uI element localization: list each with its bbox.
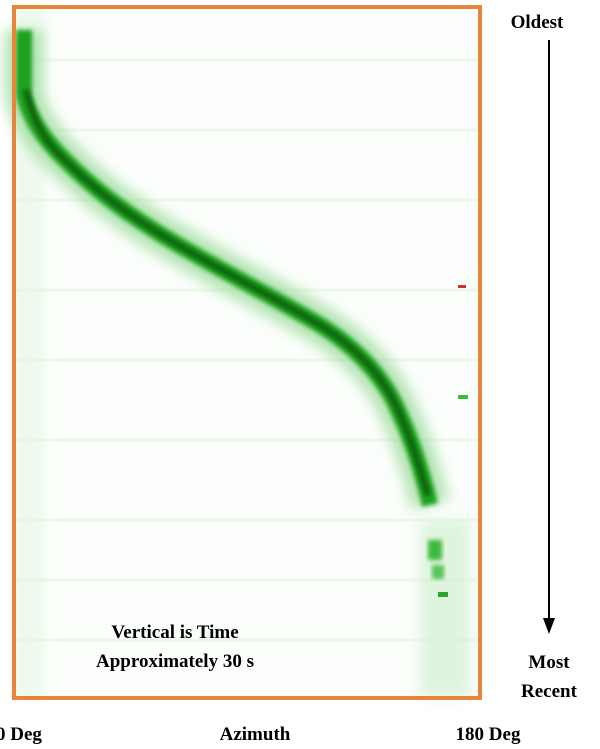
recent-label: Most xyxy=(528,652,570,673)
arrow-head xyxy=(543,618,555,634)
recent-label: Recent xyxy=(521,681,578,702)
azimuth-end: 180 Deg xyxy=(456,724,521,745)
oldest-label: Oldest xyxy=(511,12,564,33)
waterfall xyxy=(3,7,480,698)
azimuth-title: Azimuth xyxy=(220,724,291,745)
annotation: Vertical is Time xyxy=(111,622,238,643)
frame xyxy=(12,5,482,700)
annotation: Approximately 30 s xyxy=(96,651,254,672)
azimuth-start: 0 Deg xyxy=(0,724,42,745)
